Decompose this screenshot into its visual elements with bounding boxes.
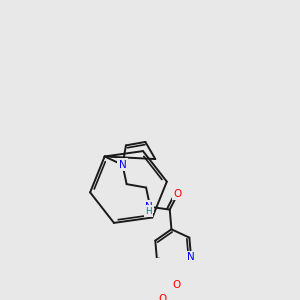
Text: N: N <box>119 160 126 170</box>
Text: H: H <box>145 207 152 216</box>
Text: N: N <box>187 252 195 262</box>
Text: O: O <box>158 294 166 300</box>
Text: O: O <box>172 280 181 290</box>
Text: N: N <box>145 202 152 212</box>
Text: O: O <box>174 189 182 199</box>
